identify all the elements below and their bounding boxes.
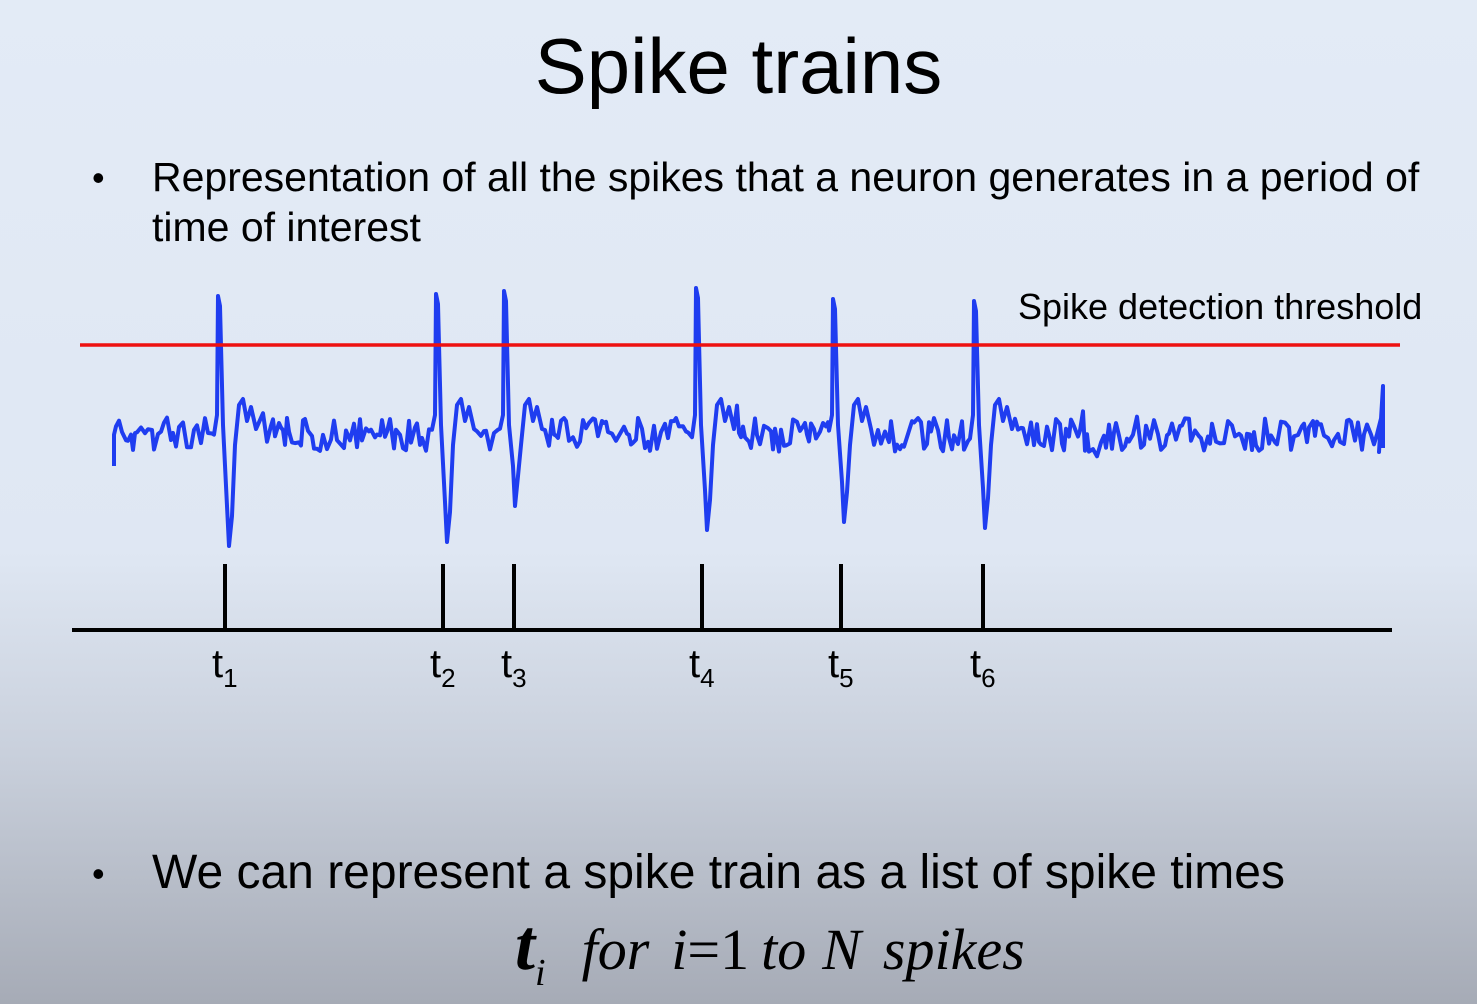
spike-time-index: 1: [223, 663, 238, 693]
spike-train-diagram: [72, 286, 1400, 632]
voltage-trace: [112, 286, 1385, 548]
spike-time-index: 4: [700, 663, 715, 693]
spike-time-symbol: t: [689, 642, 701, 686]
formula-equals: =: [687, 917, 721, 982]
bullet-icon: •: [92, 853, 105, 894]
threshold-label: Spike detection threshold: [1018, 286, 1423, 327]
formula-for: for: [581, 917, 650, 982]
spike-time-symbol: t: [212, 642, 224, 686]
formula-start: 1: [720, 917, 750, 982]
formula-unit: spikes: [882, 917, 1025, 982]
spike-time-label: t2: [430, 640, 456, 691]
formula-symbol: t: [515, 905, 536, 985]
spike-time-label: t3: [501, 640, 527, 691]
spike-time-label: t4: [689, 640, 715, 691]
bullet-spike-times: We can represent a spike train as a list…: [152, 846, 1285, 899]
spike-time-label: t5: [828, 640, 854, 691]
raster-ticks: [223, 564, 985, 630]
spike-time-index: 3: [512, 663, 527, 693]
spike-time-label: t1: [212, 640, 238, 691]
spike-time-index: 2: [441, 663, 456, 693]
spike-time-symbol: t: [430, 642, 442, 686]
bullet-icon: •: [92, 157, 105, 198]
formula-subscript: i: [535, 952, 546, 994]
slide-title: Spike trains: [534, 22, 943, 110]
spike-time-symbol: t: [828, 642, 840, 686]
spike-time-symbol: t: [501, 642, 513, 686]
spike-time-symbol: t: [970, 642, 982, 686]
spike-time-index: 5: [839, 663, 854, 693]
spike-time-index: 6: [981, 663, 996, 693]
formula-n: N: [822, 917, 861, 982]
formula-lhs: i: [671, 917, 688, 982]
spike-time-label: t6: [970, 640, 996, 691]
formula-to: to: [761, 917, 807, 982]
bullet-definition: Representation of all the spikes that a …: [152, 154, 1420, 250]
